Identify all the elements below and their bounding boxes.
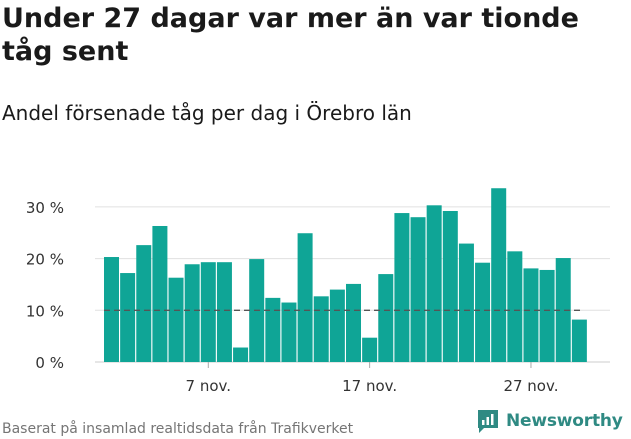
x-tick-label: 27 nov. [503,377,558,395]
bar [507,251,523,362]
bar [216,262,232,362]
bar [523,268,539,362]
bar [394,213,410,362]
bar [233,347,249,362]
bar [571,319,587,362]
x-tick-label: 7 nov. [186,377,231,395]
bar-chart: 0 % 10 % 20 % 30 % 7 nov. 17 nov. 27 nov. [26,188,610,395]
bar [475,262,491,362]
bar [426,205,442,362]
bar [458,243,474,362]
bar [265,297,281,362]
bar [104,257,119,362]
bar [184,264,200,362]
bar [168,277,184,362]
y-tick-label: 0 % [35,354,64,372]
bar [555,258,571,362]
bar [200,262,216,362]
bar [136,245,152,362]
chart-title: Under 27 dagar var mer än var tionde tåg… [2,3,579,67]
bar [152,225,168,362]
bar [346,283,361,362]
bar [378,274,394,362]
y-axis-ticks: 0 % 10 % 20 % 30 % [26,199,64,372]
x-axis-ticks: 7 nov. 17 nov. 27 nov. [186,362,558,395]
bar [491,188,507,362]
x-tick-label: 17 nov. [342,377,397,395]
y-tick-label: 20 % [26,251,64,269]
brand-name: Newsworthy [506,411,623,431]
bar [120,273,136,362]
bar [539,269,555,362]
brand-logo: Newsworthy [476,407,623,435]
bar [313,296,329,362]
bar [362,337,378,362]
bar [281,302,297,362]
bar [297,233,313,362]
bars [104,188,587,362]
chart-subtitle: Andel försenade tåg per dag i Örebro län [2,101,412,125]
bar [329,289,345,362]
newsworthy-logo-icon [478,410,498,433]
source-note: Baserat på insamlad realtidsdata från Tr… [2,421,354,437]
y-tick-label: 30 % [26,199,64,217]
bar [442,210,458,362]
bar [410,217,426,362]
y-tick-label: 10 % [26,302,64,320]
